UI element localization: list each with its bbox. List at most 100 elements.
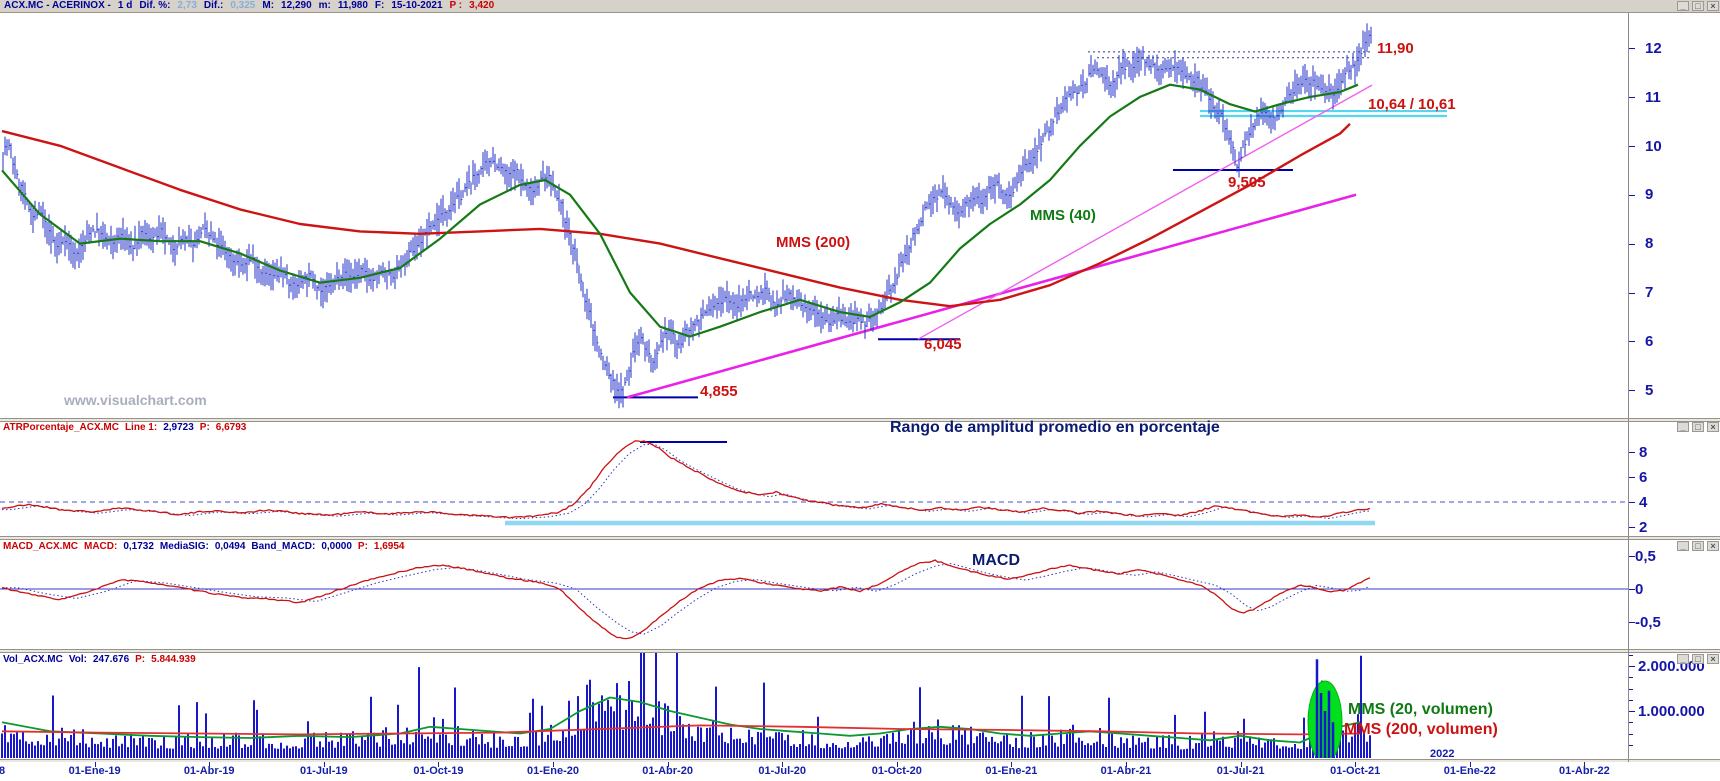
header-segment: P :: [449, 0, 463, 11]
header-segment: MACD:: [84, 541, 118, 552]
y-axis-tick-label: 9: [1645, 186, 1654, 204]
date-axis[interactable]: 01-Oct-18 01-Ene-19 01-Abr-19 01-Jul-19 01-O…: [0, 762, 1720, 781]
panel-separator-volume[interactable]: [0, 649, 1720, 653]
y-axis-minor-tick: [1629, 699, 1633, 701]
maximize-icon[interactable]: □: [1692, 422, 1704, 432]
minimize-icon[interactable]: _: [1677, 422, 1689, 432]
y-axis-tick-mark: [1629, 194, 1635, 196]
minimize-icon[interactable]: _: [1677, 541, 1689, 551]
date-tick-mark: [1469, 762, 1471, 767]
date-tick-label: 01-Ene-22: [1443, 765, 1496, 777]
maximize-icon[interactable]: □: [1692, 1, 1704, 11]
date-tick-mark: [782, 762, 784, 767]
minimize-icon[interactable]: _: [1677, 654, 1689, 664]
date-tick-mark: [209, 762, 211, 767]
header-segment: 0,0494: [214, 541, 246, 552]
date-tick-mark: [1011, 762, 1013, 767]
y-axis-tick-label: 12: [1645, 39, 1662, 57]
date-tick-label: 01-Abr-21: [1100, 765, 1152, 777]
date-tick-mark: [1240, 762, 1242, 767]
macd-panel-label: MACD: [972, 552, 1020, 569]
header-segment: 15-10-2021: [391, 0, 443, 11]
close-icon[interactable]: ×: [1707, 1, 1719, 11]
header-segment: Vol:: [68, 654, 87, 665]
date-tick-label: 01-Oct-19: [413, 765, 464, 777]
y-axis-tick-label: 8: [1645, 235, 1654, 253]
y-axis-minor-tick: [1629, 677, 1633, 679]
date-tick-label: 01-Oct-20: [871, 765, 922, 777]
y-axis-tick-label: 11: [1645, 88, 1661, 106]
level-label-6045: 6,045: [924, 336, 962, 353]
atr-panel-label: Rango de amplitud promedio en porcentaje: [890, 419, 1220, 436]
y-axis-tick-mark: [1629, 96, 1635, 98]
header-segment: 2,73: [177, 0, 197, 11]
panel-separator-macd[interactable]: [0, 536, 1720, 540]
date-tick-label: 01-Abr-20: [642, 765, 693, 777]
y-axis-tick-mark: [1629, 243, 1635, 245]
header-segment: 0,0000: [321, 541, 352, 552]
level-label-1190: 11,90: [1377, 40, 1414, 57]
mms40-label: MMS (40): [1030, 207, 1096, 224]
title-bar: ACX.MC - ACERINOX - 1 d Dif. %: 2,73 Dif.: 0,…: [0, 0, 1720, 13]
window-controls-atr: _ □ ×: [1677, 422, 1719, 432]
maximize-icon[interactable]: □: [1692, 654, 1704, 664]
instrument-title: ACX.MC - ACERINOX - 1 d Dif. %: 2,73 Dif.: 0,…: [4, 0, 501, 12]
header-segment: Dif. %:: [139, 0, 171, 11]
date-tick-label: 01-Jul-19: [299, 765, 348, 777]
y-axis-tick-label: 5: [1645, 382, 1654, 400]
y-axis-tick-label: 0,5: [1635, 547, 1656, 565]
y-axis-tick-label: 6: [1639, 468, 1648, 486]
close-icon[interactable]: ×: [1707, 654, 1719, 664]
y-axis-tick-mark: [1629, 589, 1635, 590]
y-axis-tick-mark: [1629, 48, 1635, 49]
y-axis-tick-mark: [1629, 502, 1635, 503]
close-icon[interactable]: ×: [1707, 422, 1719, 432]
volume-mms20-legend: MMS (20, volumen): [1348, 701, 1493, 718]
atr-panel-header: ATRPorcentaje_ACX.MC Line 1: 2,9723 P: 6,679…: [3, 422, 252, 433]
mms200-label: MMS (200): [776, 234, 851, 251]
level-label-4855: 4,855: [700, 383, 738, 400]
y-axis-tick-label: -0,5: [1635, 613, 1661, 631]
y-axis-minor-tick: [1629, 744, 1633, 746]
y-axis-minor-tick: [1629, 654, 1633, 656]
header-segment: m:: [318, 0, 331, 11]
y-axis-minor-tick: [1629, 688, 1633, 690]
header-segment: MACD_ACX.MC: [3, 541, 78, 552]
header-segment: 1,6954: [373, 541, 405, 552]
date-tick-label: 01-Ene-19: [68, 765, 121, 777]
date-tick-mark: [667, 762, 669, 767]
date-tick-mark: [1584, 762, 1586, 767]
date-tick-label: 01-Jul-21: [1216, 765, 1265, 777]
header-segment: 1 d: [117, 0, 133, 11]
header-segment: P:: [135, 654, 146, 665]
date-tick-mark: [323, 762, 325, 767]
date-tick-label: 01-Abr-22: [1559, 765, 1610, 777]
y-axis-tick-mark: [1629, 666, 1635, 667]
y-axis-tick-label: 1.000.000: [1638, 702, 1705, 720]
macd-panel-header: MACD_ACX.MC MACD: 0,1732 MediaSIG: 0,0494 Ban…: [3, 541, 411, 552]
value-axis-gutter[interactable]: 12 11 10 9 8 7 6 5 8 6 4 2 0,5 0 -0,5 2.000.000 1.000.00…: [1628, 13, 1720, 762]
y-axis-tick-mark: [1629, 292, 1635, 294]
date-tick-mark: [1126, 762, 1127, 767]
header-segment: P:: [357, 541, 368, 552]
close-icon[interactable]: ×: [1707, 541, 1719, 551]
header-segment: Dif.:: [203, 0, 224, 11]
header-segment: 2,9723: [163, 422, 194, 433]
y-axis-tick-mark: [1629, 145, 1635, 147]
header-segment: 6,6793: [215, 422, 247, 433]
minimize-icon[interactable]: _: [1677, 1, 1689, 11]
date-tick-label: 01-Ene-20: [527, 765, 579, 777]
date-tick-label: 01-Abr-19: [183, 765, 235, 777]
y-axis-tick-mark: [1629, 556, 1635, 557]
header-segment: 0,325: [230, 0, 256, 11]
y-axis-tick-label: 7: [1645, 284, 1654, 302]
maximize-icon[interactable]: □: [1692, 541, 1704, 551]
y-axis-tick-label: 8: [1639, 443, 1648, 461]
y-axis-tick-mark: [1629, 711, 1635, 712]
header-segment: Line 1:: [124, 422, 158, 433]
date-tick-label: 01-Ene-21: [985, 765, 1038, 777]
panel-separator-atr[interactable]: [0, 418, 1720, 422]
y-axis-tick-mark: [1629, 341, 1635, 343]
y-axis-minor-tick: [1629, 733, 1633, 735]
